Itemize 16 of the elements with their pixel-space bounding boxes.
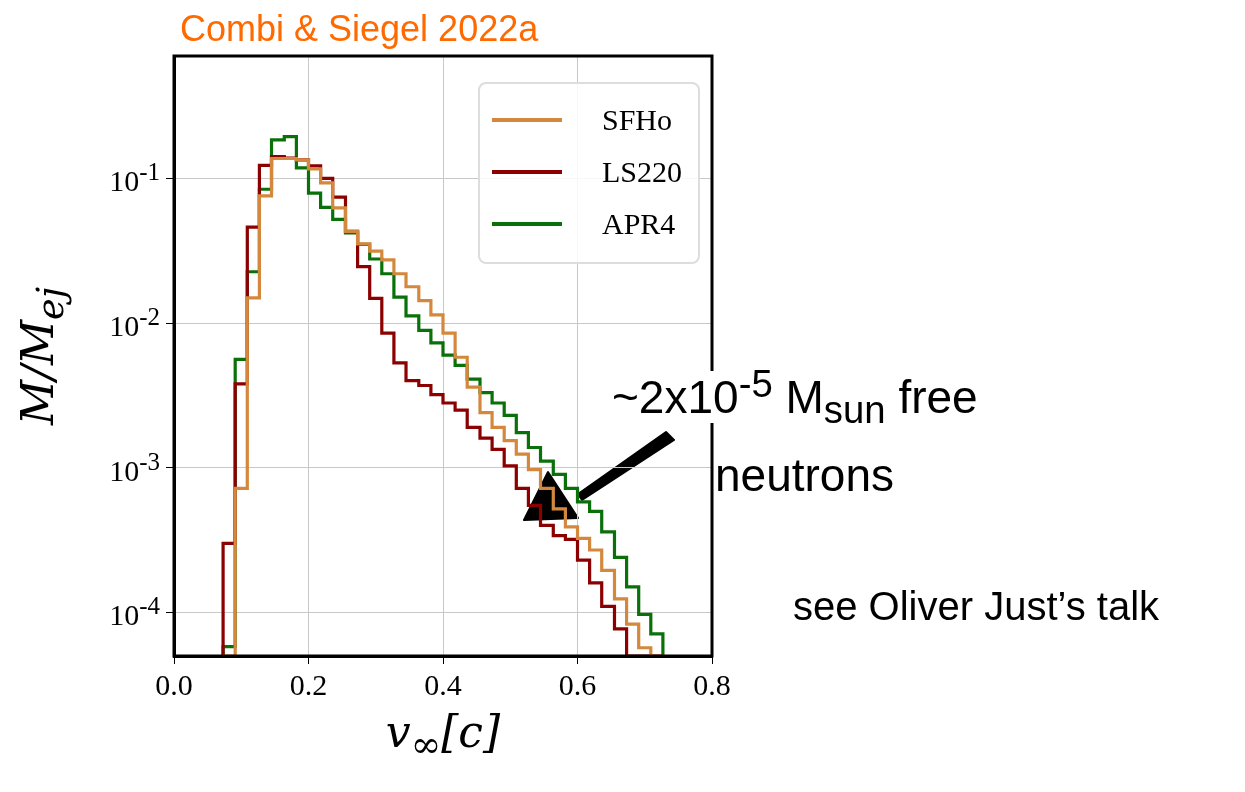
legend-label: SFHo xyxy=(601,103,673,137)
x-tick-label: 0.4 xyxy=(424,668,462,702)
y-tick-label: 10$^{-2}$ xyxy=(109,303,160,343)
chart-title: Combi & Siegel 2022a xyxy=(180,8,539,50)
y-tick-label: 10$^{-1}$ xyxy=(109,158,160,199)
x-tick-label: 0.6 xyxy=(558,668,597,702)
legend-label: LS220 xyxy=(601,155,682,189)
x-tick-label: 0.8 xyxy=(693,668,731,702)
x-tick-label: 0.0 xyxy=(155,668,193,702)
legend-label: APR4 xyxy=(601,207,676,241)
x-axis-title: v$_{∞}$[c] xyxy=(384,706,502,766)
text: see Oliver Just’s talk xyxy=(793,584,1160,628)
x-tick-label: 0.2 xyxy=(289,668,328,702)
y-tick-label: 10$^{-3}$ xyxy=(109,447,160,488)
y-tick-label: 10$^{-4}$ xyxy=(109,592,160,633)
annotation: ~2x10$^{-5}$ M$_{sun}$ free neutrons xyxy=(612,362,978,501)
